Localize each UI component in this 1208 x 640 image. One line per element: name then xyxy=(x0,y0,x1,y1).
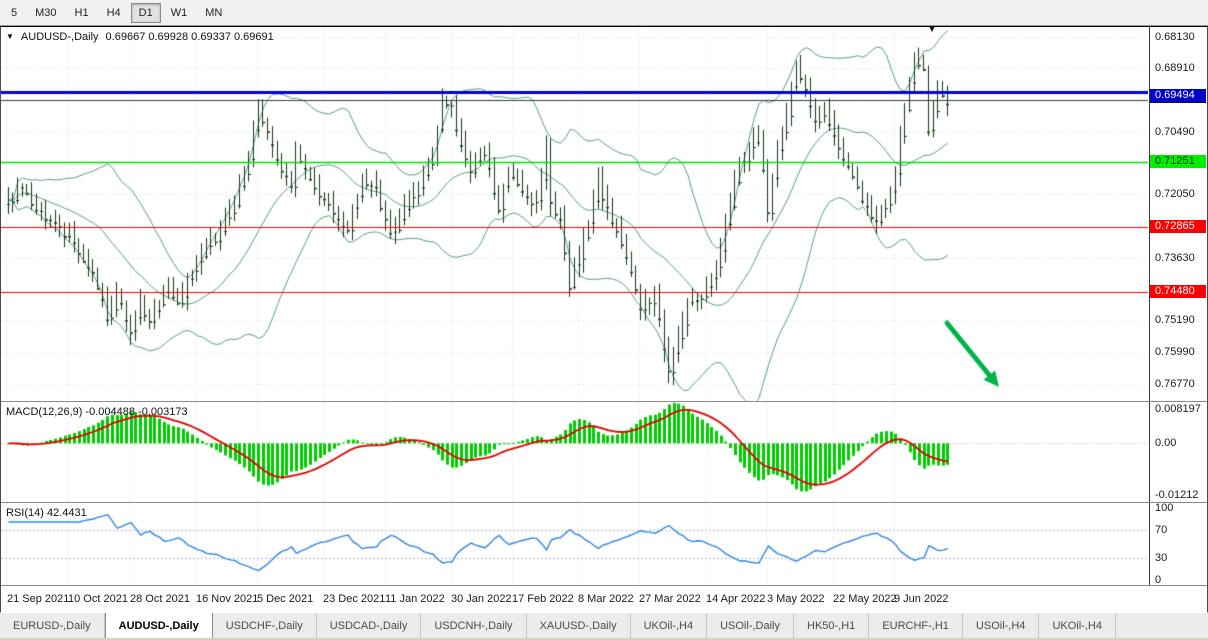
tab-audusd-daily[interactable]: AUDUSD-,Daily xyxy=(104,613,213,638)
timeframe-button-mn[interactable]: MN xyxy=(197,3,230,23)
macd-canvas[interactable] xyxy=(1,402,1148,502)
rsi-axis-label: 100 xyxy=(1155,502,1174,514)
date-axis-label: 9 Jun 2022 xyxy=(894,593,949,605)
tab-eurchf-h1[interactable]: EURCHF-,H1 xyxy=(869,613,963,638)
tab-hk50-h1[interactable]: HK50-,H1 xyxy=(794,613,870,638)
timeframe-button-h4[interactable]: H4 xyxy=(99,3,129,23)
price-tick-label: 0.76770 xyxy=(1155,377,1195,390)
macd-axis-label: 0.008197 xyxy=(1155,403,1201,415)
date-axis-label: 27 Mar 2022 xyxy=(639,593,701,605)
collapse-indicator-icon: ▼ xyxy=(6,32,14,41)
price-level-badge: 0.72865 xyxy=(1150,220,1206,234)
tab-usoil-daily[interactable]: USOil-,Daily xyxy=(707,613,794,638)
rsi-canvas[interactable] xyxy=(1,503,1148,585)
chart-shift-marker-icon[interactable]: ▼ xyxy=(927,24,937,35)
date-axis[interactable]: 21 Sep 2021 10 Oct 2021 28 Oct 2021 16 Nov … xyxy=(1,585,1207,613)
rsi-axis-label: 0 xyxy=(1155,574,1162,586)
price-tick-label: 0.75990 xyxy=(1155,346,1195,359)
price-tick-label: 0.72050 xyxy=(1155,188,1195,201)
timeframe-button-d1[interactable]: D1 xyxy=(130,2,161,23)
date-axis-label: 21 Sep 2021 xyxy=(7,593,70,605)
timeframe-button-h1[interactable]: H1 xyxy=(67,3,97,23)
price-chart-canvas[interactable] xyxy=(1,27,1148,401)
macd-title: MACD(12,26,9) -0.004488 -0.003173 xyxy=(6,406,188,418)
date-axis-label: 8 Mar 2022 xyxy=(578,593,634,605)
price-pane: ▼ AUDUSD-,Daily 0.69667 0.69928 0.69337 … xyxy=(1,24,1207,401)
tab-ukoil-h4[interactable]: UKOil-,H4 xyxy=(1039,613,1116,638)
chart-title: ▼ AUDUSD-,Daily 0.69667 0.69928 0.69337 … xyxy=(6,31,274,43)
date-axis-label: 22 May 2022 xyxy=(833,593,897,605)
date-axis-label: 23 Dec 2021 xyxy=(323,593,386,605)
price-axis[interactable]: 0.76770 0.75990 0.75190 0.73630 0.72050 0.704… xyxy=(1149,27,1207,401)
tab-xauusd-daily[interactable]: XAUUSD-,Daily xyxy=(527,613,631,638)
date-axis-label: 14 Apr 2022 xyxy=(706,593,766,605)
timeframe-button-w1[interactable]: W1 xyxy=(163,3,196,23)
symbol-tab-bar: EURUSD-,Daily AUDUSD-,Daily USDCHF-,Daily U… xyxy=(0,612,1208,638)
timeframe-button-5[interactable]: 5 xyxy=(3,3,25,23)
macd-axis-label: -0.01212 xyxy=(1155,489,1199,501)
rsi-axis[interactable]: 100 70 30 0 xyxy=(1149,502,1207,586)
rsi-pane: RSI(14) 42.4431 100 70 30 0 xyxy=(1,502,1207,586)
rsi-title: RSI(14) 42.4431 xyxy=(6,507,87,519)
price-tick-label: 0.70490 xyxy=(1155,125,1195,138)
price-tick-label: 0.68130 xyxy=(1155,31,1195,44)
tab-usdchf-daily[interactable]: USDCHF-,Daily xyxy=(213,613,317,638)
date-axis-label: 10 Oct 2021 xyxy=(68,593,128,605)
price-level-badge: 0.74480 xyxy=(1150,284,1206,298)
timeframe-button-m30[interactable]: M30 xyxy=(27,3,64,23)
rsi-axis-label: 30 xyxy=(1155,552,1168,565)
price-tick-label: 0.73630 xyxy=(1155,251,1195,264)
date-axis-label: 30 Jan 2022 xyxy=(451,593,512,605)
tab-usdcnh-daily[interactable]: USDCNH-,Daily xyxy=(421,613,527,638)
tab-ukoil-h4[interactable]: UKOil-,H4 xyxy=(631,613,708,638)
tab-usoil-h4[interactable]: USOil-,H4 xyxy=(963,613,1040,638)
ohlc-values: 0.69667 0.69928 0.69337 0.69691 xyxy=(105,31,274,43)
date-axis-label: 17 Feb 2022 xyxy=(512,593,574,605)
date-axis-label: 3 May 2022 xyxy=(767,593,825,605)
price-tick-label: 0.68910 xyxy=(1155,62,1195,75)
price-level-badge: 0.71251 xyxy=(1150,155,1206,169)
price-level-badge: 0.69494 xyxy=(1150,88,1206,102)
macd-axis-label: 0.00 xyxy=(1155,437,1177,450)
tab-eurusd-daily[interactable]: EURUSD-,Daily xyxy=(0,613,105,638)
date-axis-label: 5 Dec 2021 xyxy=(257,593,314,605)
macd-axis[interactable]: 0.008197 0.00 -0.01212 xyxy=(1149,402,1207,502)
macd-pane: MACD(12,26,9) -0.004488 -0.003173 0.0081… xyxy=(1,401,1207,502)
date-axis-label: 28 Oct 2021 xyxy=(130,593,190,605)
date-axis-label: 11 Jan 2022 xyxy=(385,593,445,605)
tab-usdcad-daily[interactable]: USDCAD-,Daily xyxy=(317,613,422,638)
rsi-axis-label: 70 xyxy=(1155,523,1168,536)
symbol-period-label: AUDUSD-,Daily xyxy=(20,31,99,43)
chart-window: ▼ AUDUSD-,Daily 0.69667 0.69928 0.69337 … xyxy=(0,24,1208,613)
price-tick-label: 0.75190 xyxy=(1155,314,1195,327)
date-axis-label: 16 Nov 2021 xyxy=(196,593,259,605)
timeframe-toolbar: 5 M30 H1 H4 D1 W1 MN xyxy=(0,0,1208,26)
